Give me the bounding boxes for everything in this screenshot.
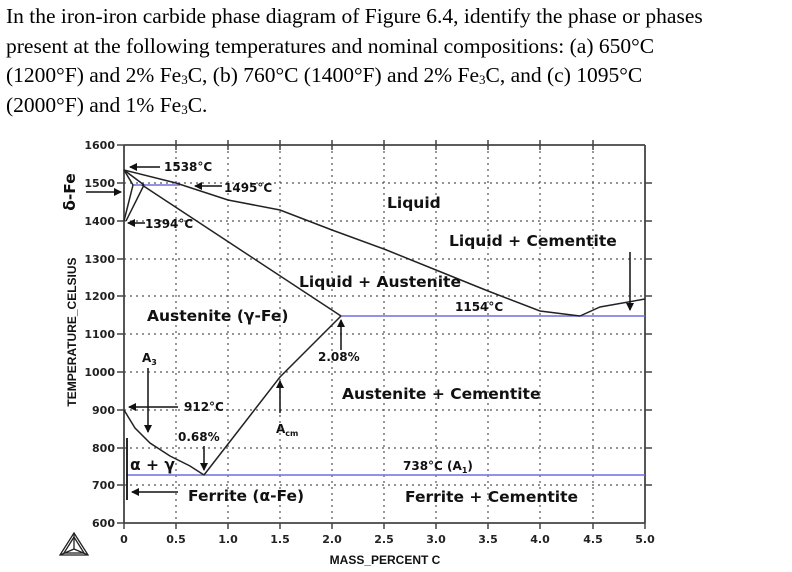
svg-text:0.5: 0.5 xyxy=(166,533,186,546)
isotherms xyxy=(126,184,645,476)
region-austenite: Austenite (γ-Fe) xyxy=(147,307,288,325)
svg-text:0: 0 xyxy=(120,533,128,546)
svg-text:2.5: 2.5 xyxy=(374,533,394,546)
a3-curve xyxy=(123,409,205,476)
svg-text:5.0: 5.0 xyxy=(635,533,655,546)
svg-text:1.5: 1.5 xyxy=(270,533,290,546)
label-1538: 1538°C xyxy=(164,160,212,174)
question-line-3: (1200°F) and 2% Fe3C, (b) 760°C (1400°F)… xyxy=(6,63,643,87)
grid xyxy=(124,145,645,523)
label-1495: 1495°C xyxy=(224,181,272,195)
question-line-4: (2000°F) and 1% Fe3C. xyxy=(6,92,208,117)
svg-text:3.0: 3.0 xyxy=(426,533,446,546)
delta-gamma-upper xyxy=(123,184,134,222)
phase-boundaries xyxy=(123,169,646,476)
region-austenite-cementite: Austenite + Cementite xyxy=(342,385,540,403)
label-208: 2.08% xyxy=(318,350,360,364)
svg-text:2.0: 2.0 xyxy=(322,533,342,546)
question-line-1: In the iron-iron carbide phase diagram o… xyxy=(6,4,703,28)
label-738: 738°C (A1) xyxy=(403,459,473,475)
region-ferrite-cementite: Ferrite + Cementite xyxy=(405,488,578,506)
thermocalc-logo-icon xyxy=(58,531,90,556)
region-alpha-gamma: α + γ xyxy=(130,456,175,474)
svg-text:1.0: 1.0 xyxy=(218,533,238,546)
svg-text:700: 700 xyxy=(92,479,115,492)
svg-text:1400: 1400 xyxy=(84,215,115,228)
svg-text:1100: 1100 xyxy=(84,328,115,341)
y-tick-labels: 1600 1500 1400 1300 1200 1100 1000 900 8… xyxy=(84,139,115,530)
svg-text:3.5: 3.5 xyxy=(478,533,498,546)
x-axis-title: MASS_PERCENT C xyxy=(330,553,441,567)
liquidus-left xyxy=(123,169,581,317)
label-1154: 1154°C xyxy=(455,300,503,314)
delta-solidus xyxy=(123,169,134,186)
acm-curve xyxy=(203,315,342,476)
delta-gamma-lower xyxy=(125,184,145,222)
delta-liquidus xyxy=(123,169,145,186)
region-liquid: Liquid xyxy=(387,194,441,212)
svg-text:4.0: 4.0 xyxy=(530,533,550,546)
label-a3: A3 xyxy=(142,351,157,367)
svg-text:1300: 1300 xyxy=(84,253,115,266)
x-tick-labels: 0 0.5 1.0 1.5 2.0 2.5 3.0 3.5 4.0 4.5 5.… xyxy=(120,533,655,546)
delta-fe-label: δ-Fe xyxy=(61,173,79,211)
region-liquid-cementite: Liquid + Cementite xyxy=(449,232,617,250)
svg-text:4.5: 4.5 xyxy=(583,533,603,546)
y-axis-title: TEMPERATURE_CELSIUS xyxy=(65,257,79,406)
label-acm: Acm xyxy=(276,422,298,438)
solidus xyxy=(141,184,342,317)
region-ferrite: Ferrite (α-Fe) xyxy=(188,487,304,505)
label-1394: 1394°C xyxy=(145,217,193,231)
svg-text:1200: 1200 xyxy=(84,290,115,303)
svg-text:1600: 1600 xyxy=(84,139,115,152)
liquidus-right xyxy=(579,298,646,317)
svg-text:1500: 1500 xyxy=(84,177,115,190)
label-912: 912°C xyxy=(184,400,224,414)
axis-ticks xyxy=(117,140,652,529)
question-line-2: present at the following temperatures an… xyxy=(6,33,655,58)
label-068: 0.68% xyxy=(178,430,220,444)
svg-text:800: 800 xyxy=(92,442,115,455)
svg-text:600: 600 xyxy=(92,517,115,530)
svg-text:900: 900 xyxy=(92,404,115,417)
question-text: In the iron-iron carbide phase diagram o… xyxy=(6,2,786,120)
annotations: 1538°C 1495°C 1394°C 1154°C 2.08% A3 912… xyxy=(86,160,634,500)
svg-text:1000: 1000 xyxy=(84,366,115,379)
region-liquid-austenite: Liquid + Austenite xyxy=(299,273,461,291)
